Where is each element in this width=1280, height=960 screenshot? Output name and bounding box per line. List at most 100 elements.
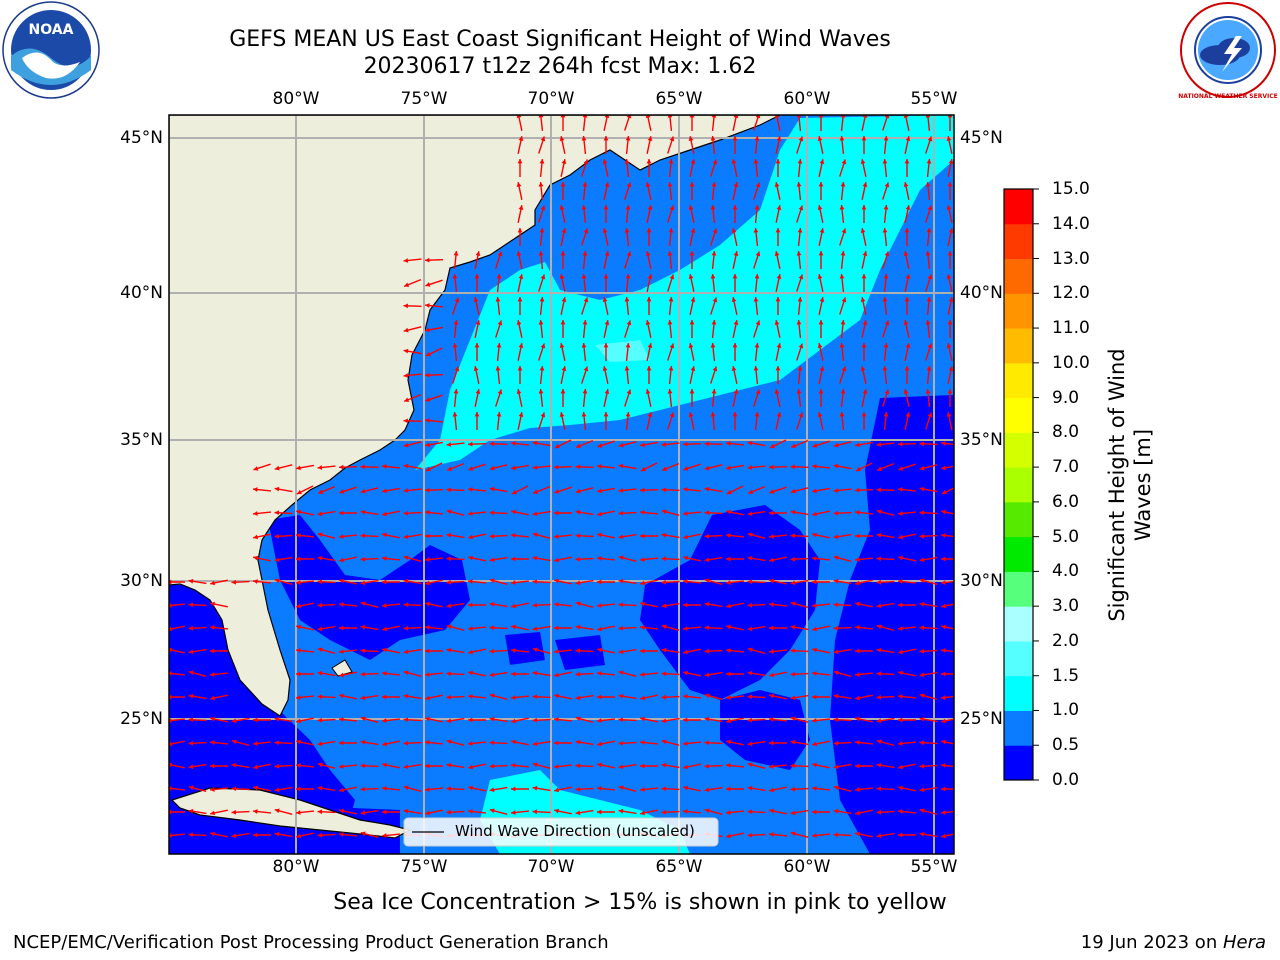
wind-arrow-head [403, 418, 408, 424]
wind-arrow-head [904, 297, 910, 302]
wind-arrow-head [511, 580, 516, 585]
wind-arrow-head [839, 205, 845, 210]
wind-arrow-head [855, 442, 860, 448]
wind-arrow-head [790, 556, 796, 562]
wind-arrow-head [733, 182, 739, 187]
wind-arrow-head [711, 320, 717, 325]
wind-arrow-head [769, 534, 774, 539]
wind-arrow-head [732, 343, 738, 348]
wind-arrow-head [360, 716, 366, 722]
wind-arrow-head [726, 509, 731, 515]
wind-arrow-head [861, 343, 867, 348]
wind-arrow-head [210, 716, 215, 722]
wind-arrow-head [790, 786, 796, 792]
wind-arrow-head [755, 182, 761, 188]
wind-arrow-head [576, 443, 582, 448]
wind-arrow-head [898, 764, 903, 770]
wind-arrow-head [231, 718, 237, 724]
wind-arrow-head [597, 511, 602, 517]
wind-arrow-head [318, 489, 324, 494]
wind-arrow-head [474, 343, 480, 348]
wind-arrow-head [188, 693, 194, 699]
wind-arrow-head [339, 787, 344, 793]
wind-arrow-head [747, 555, 753, 561]
wind-arrow-head [231, 833, 237, 839]
wind-arrow-head [425, 695, 430, 701]
wind-arrow-head [317, 532, 323, 538]
wind-arrow-head [898, 511, 903, 516]
wind-arrow-head [532, 555, 538, 561]
wind-arrow-head [861, 412, 867, 417]
wind-arrow-head [188, 808, 194, 814]
wind-arrow-head [884, 251, 890, 257]
wind-arrow-head [855, 695, 860, 701]
wind-arrow-head [274, 763, 280, 769]
wind-arrow-head [661, 739, 667, 745]
wind-arrow-head [919, 672, 925, 678]
wind-arrow-head [382, 762, 387, 768]
wind-arrow-head [446, 579, 452, 585]
wind-arrow-head [382, 718, 387, 723]
wind-arrow-head [446, 603, 452, 609]
wind-arrow-head [898, 487, 903, 492]
wind-arrow-head [704, 763, 710, 769]
wind-arrow-head [818, 320, 824, 325]
footer-machine: Hera [1222, 932, 1266, 953]
wind-arrow-head [818, 251, 824, 256]
wind-arrow-head [468, 487, 473, 492]
region-small-patch-2 [555, 635, 605, 670]
colorbar-tick-label: 5.0 [1052, 526, 1080, 547]
wind-arrow-head [833, 625, 839, 631]
wind-arrow-head [188, 625, 194, 631]
wind-arrow-head [640, 810, 645, 816]
wind-arrow-head [253, 785, 258, 791]
wind-arrow-head [382, 488, 387, 494]
wind-arrow-head [683, 555, 688, 561]
wind-arrow-head [927, 343, 933, 349]
wind-arrow-head [683, 441, 688, 447]
wind-arrow-head [926, 297, 932, 302]
wind-arrow-head [496, 343, 502, 348]
wind-arrow-head [862, 251, 868, 256]
wind-arrow-head [860, 297, 866, 302]
wind-arrow-head [726, 718, 731, 724]
wind-arrow-head [667, 182, 673, 187]
wind-arrow-head [731, 297, 737, 302]
wind-arrow-head [661, 603, 667, 609]
wind-arrow-head [382, 511, 387, 517]
wind-arrow-head [884, 115, 890, 119]
wind-arrow-head [726, 695, 731, 700]
lat-label-left-40n: 40°N [120, 283, 163, 303]
wind-arrow-head [818, 182, 824, 187]
wind-arrow-head [769, 764, 774, 769]
wind-arrow-head [425, 351, 431, 357]
wind-arrow-head [861, 274, 867, 279]
wind-arrow-head [253, 579, 258, 584]
wind-arrow-head [452, 412, 458, 417]
wind-arrow-head [726, 489, 732, 495]
wind-arrow-head [540, 136, 546, 142]
wind-arrow-head [188, 578, 194, 584]
wind-arrow-head [618, 555, 624, 561]
wind-arrow-head [296, 603, 301, 609]
wind-arrow-head [796, 251, 802, 256]
wind-arrow-head [452, 343, 458, 348]
wind-arrow-head [554, 717, 559, 722]
wind-arrow-head [532, 762, 538, 768]
wind-arrow-head [704, 648, 710, 654]
wind-arrow-head [646, 366, 652, 371]
wind-arrow-head [876, 739, 882, 745]
wind-arrow-head [274, 787, 280, 793]
wind-arrow-head [618, 649, 624, 655]
wind-arrow-head [883, 205, 889, 210]
wind-arrow-head [919, 808, 925, 814]
wind-arrow-head [790, 648, 796, 654]
wind-arrow-head [667, 251, 673, 256]
wind-arrow-head [511, 739, 516, 745]
region-east-patch [720, 690, 810, 770]
wind-arrow-head [360, 786, 366, 792]
wind-arrow-head [554, 489, 560, 494]
wind-arrow-head [339, 832, 344, 837]
wind-arrow-head [754, 205, 760, 210]
wind-arrow-head [538, 320, 544, 325]
